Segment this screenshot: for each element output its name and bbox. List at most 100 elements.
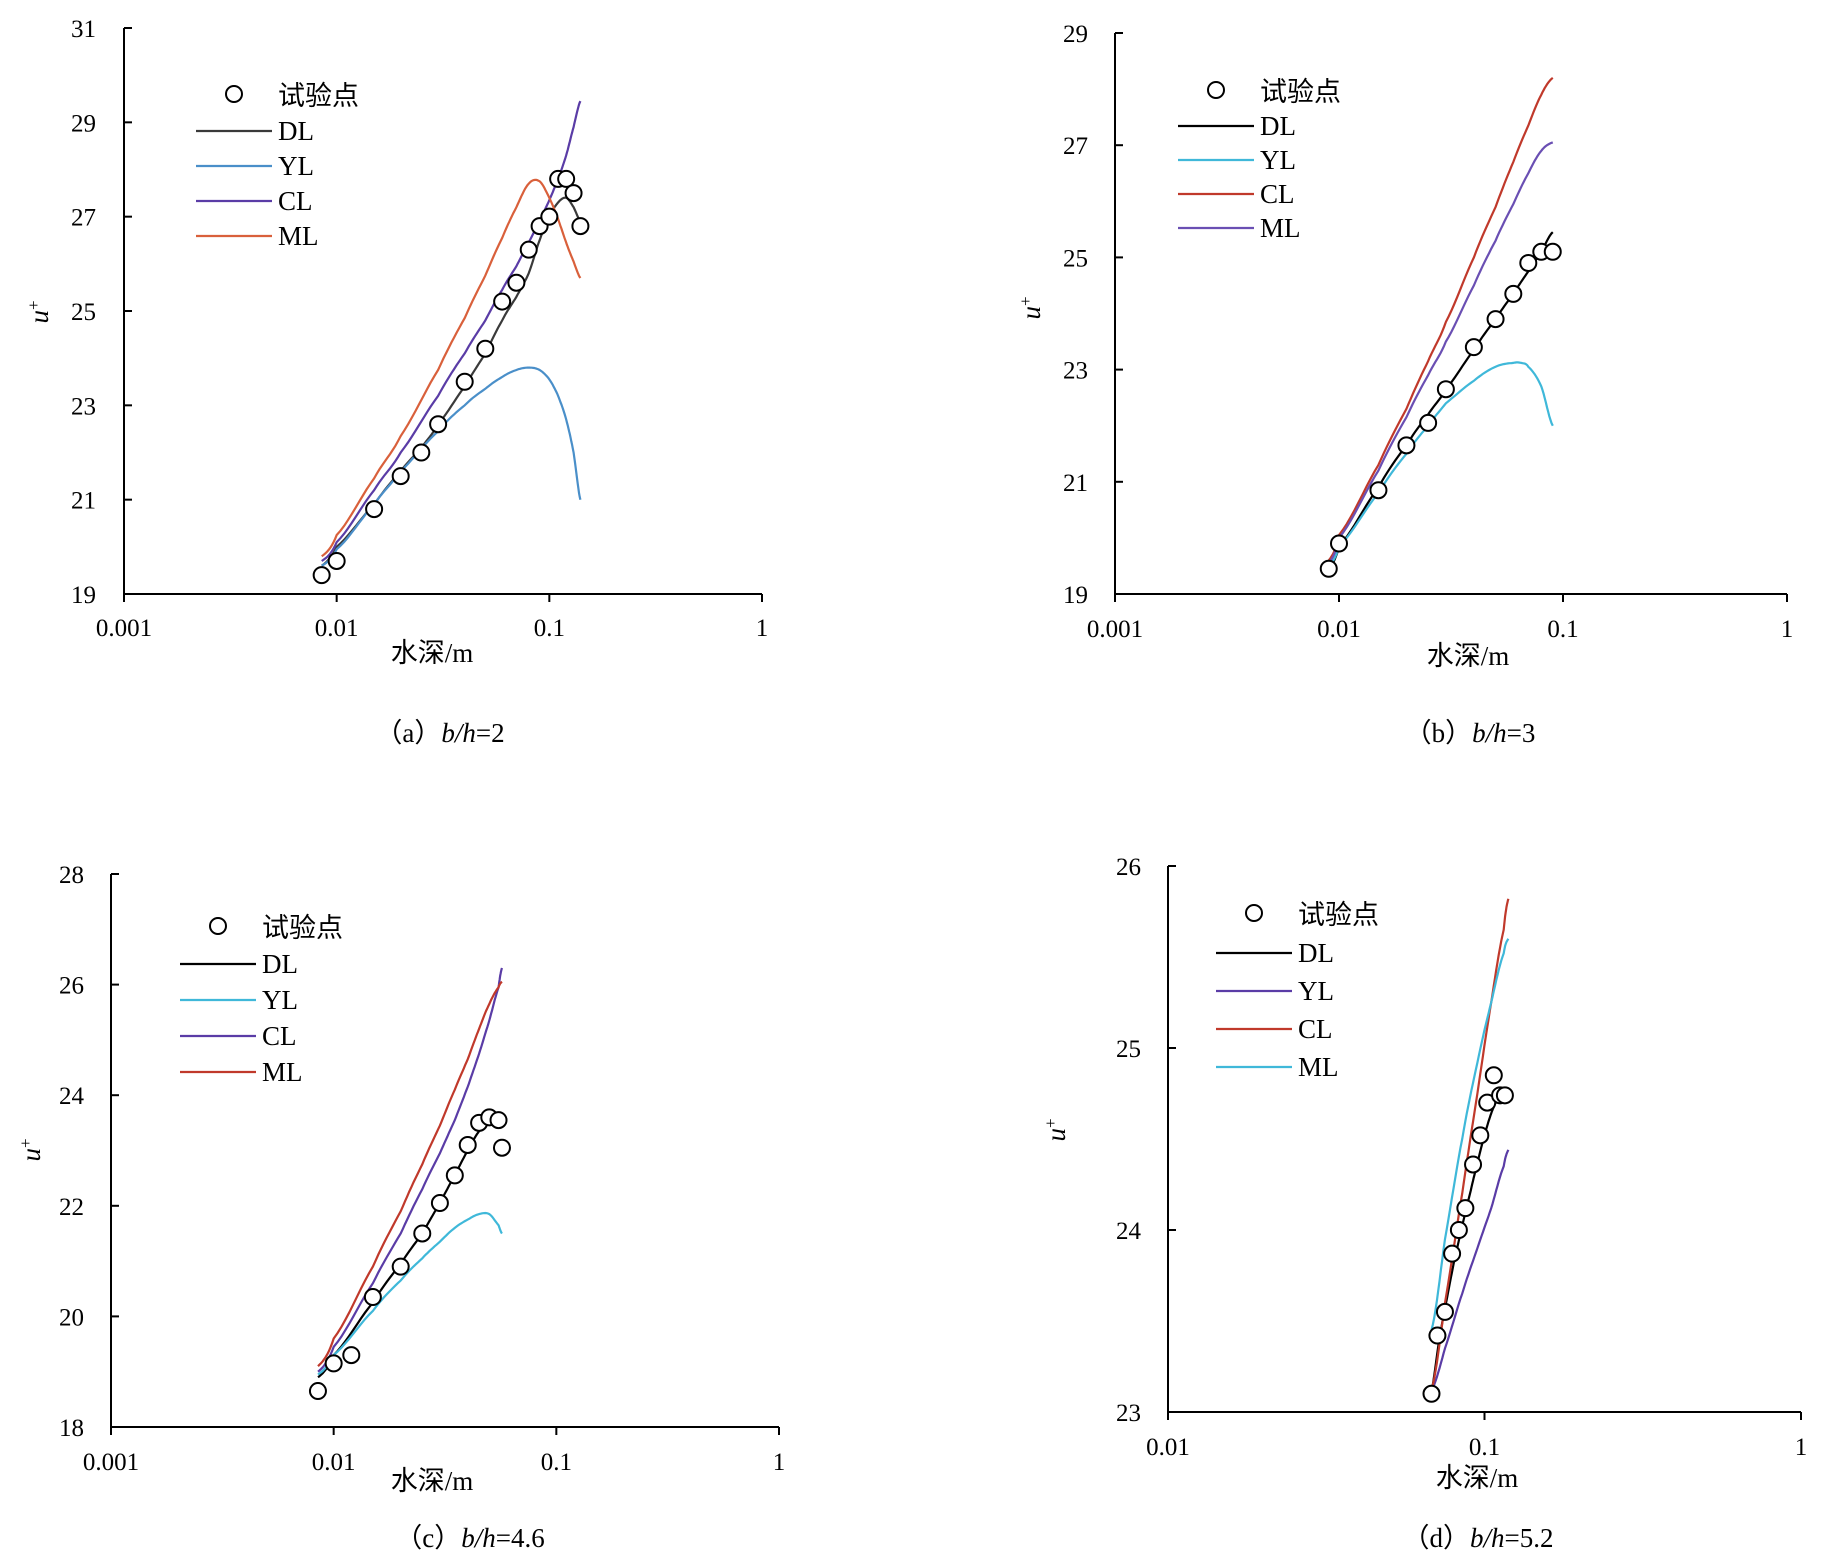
y-tick-label: 24 bbox=[1116, 1218, 1142, 1245]
series-line-dl bbox=[1327, 231, 1554, 570]
x-tick-label: 1 bbox=[1781, 616, 1794, 643]
y-tick-label: 19 bbox=[1063, 582, 1088, 609]
y-tick-label: 26 bbox=[59, 973, 84, 1000]
series-line-ml bbox=[1430, 938, 1510, 1331]
legend-c: 试验点 DL YL CL ML bbox=[180, 913, 343, 1087]
data-point bbox=[429, 415, 448, 434]
data-point bbox=[412, 443, 431, 462]
y-axis-title-var-b: u bbox=[1016, 306, 1046, 320]
data-point bbox=[1504, 284, 1523, 303]
data-point bbox=[308, 1382, 327, 1401]
y-tick-label: 23 bbox=[1116, 1400, 1141, 1427]
data-point bbox=[493, 292, 512, 311]
data-point bbox=[557, 169, 576, 188]
x-tick-label: 0.01 bbox=[1146, 1434, 1190, 1461]
legend-marker-circle bbox=[225, 85, 243, 103]
legend-label: CL bbox=[1298, 1014, 1333, 1044]
caption-b-eq: =3 bbox=[1507, 718, 1536, 748]
series-line-dl bbox=[1430, 1090, 1508, 1391]
y-tick-label: 21 bbox=[71, 488, 96, 515]
x-axis-title-b: 水深/m bbox=[1427, 641, 1510, 671]
data-point bbox=[391, 1257, 410, 1276]
legend-label: DL bbox=[278, 116, 314, 146]
y-axis-title-sup-a: + bbox=[24, 300, 43, 310]
x-tick-label: 0.001 bbox=[83, 1449, 139, 1476]
data-point bbox=[1419, 413, 1438, 432]
legend-b: 试验点 DL YL CL ML bbox=[1178, 77, 1341, 243]
series-line-ml bbox=[1327, 141, 1554, 564]
caption-c-prefix: （c） bbox=[395, 1523, 461, 1553]
x-tick-label: 0.1 bbox=[1469, 1434, 1500, 1461]
y-tick-label: 28 bbox=[59, 862, 84, 889]
legend-d: 试验点 DL YL CL ML bbox=[1216, 900, 1379, 1082]
caption-c-var: b/h bbox=[461, 1523, 496, 1553]
data-point bbox=[312, 566, 331, 585]
series-line-yl bbox=[321, 366, 582, 567]
y-tick-label: 26 bbox=[1116, 854, 1141, 881]
legend-label: DL bbox=[262, 949, 298, 979]
data-point bbox=[1484, 1066, 1503, 1085]
legend-label: YL bbox=[278, 151, 314, 181]
legend-label: CL bbox=[1260, 179, 1295, 209]
data-point bbox=[1319, 559, 1338, 578]
data-point bbox=[430, 1194, 449, 1213]
series-line-ml bbox=[321, 178, 582, 558]
data-point bbox=[1519, 254, 1538, 273]
x-tick-label: 1 bbox=[756, 615, 769, 642]
legend-marker-circle bbox=[1207, 81, 1225, 99]
data-point bbox=[564, 184, 583, 203]
caption-a-prefix: （a） bbox=[375, 718, 441, 748]
plot-area-a: 0.001 0.01 0.1 1 19 21 23 25 27 29 31 bbox=[71, 16, 768, 642]
x-tick-label: 0.01 bbox=[312, 1449, 356, 1476]
data-point bbox=[1464, 1155, 1483, 1174]
y-tick-label: 27 bbox=[1063, 133, 1088, 160]
y-tick-label: 24 bbox=[59, 1083, 85, 1110]
legend-label: ML bbox=[278, 221, 319, 251]
data-point bbox=[445, 1166, 464, 1185]
data-point bbox=[1443, 1244, 1462, 1263]
series-line-yl bbox=[317, 1211, 503, 1376]
y-axis-title-var-c: u bbox=[16, 1148, 46, 1162]
panel-d: 0.01 0.1 1 23 24 25 26 试验点 DL YL CL ML 水深/m u+ （d）… bbox=[1041, 854, 1808, 1553]
y-tick-label: 23 bbox=[1063, 358, 1088, 385]
caption-d: （d）b/h=5.2 bbox=[1403, 1523, 1554, 1553]
legend-marker-circle bbox=[209, 917, 227, 935]
data-point bbox=[1330, 534, 1348, 553]
caption-a: （a）b/h=2 bbox=[375, 718, 504, 748]
y-tick-label: 29 bbox=[71, 110, 96, 137]
legend-label: ML bbox=[1260, 213, 1301, 243]
plot-area-c: 0.001 0.01 0.1 1 18 20 22 24 26 28 bbox=[59, 862, 785, 1476]
data-point bbox=[363, 1288, 382, 1307]
caption-b-prefix: （b） bbox=[1405, 718, 1473, 748]
series-line-cl bbox=[1430, 898, 1510, 1391]
data-point bbox=[507, 273, 526, 292]
series-line-cl bbox=[317, 967, 504, 1373]
y-tick-label: 23 bbox=[71, 393, 96, 420]
data-point bbox=[413, 1224, 432, 1243]
y-axis-title-b: u+ bbox=[1016, 296, 1047, 319]
y-axis-title-c: u+ bbox=[16, 1138, 47, 1161]
y-tick-label: 21 bbox=[1063, 470, 1088, 497]
legend-label: 试验点 bbox=[1298, 900, 1379, 930]
x-axis-title-c: 水深/m bbox=[391, 1466, 474, 1496]
series-line-cl bbox=[321, 100, 582, 562]
series-line-cl bbox=[1327, 77, 1554, 561]
caption-b-var: b/h bbox=[1472, 718, 1507, 748]
x-tick-label: 0.001 bbox=[1087, 616, 1143, 643]
x-tick-label: 0.1 bbox=[1547, 616, 1578, 643]
data-point bbox=[1486, 310, 1505, 329]
series-line-dl bbox=[317, 1118, 499, 1379]
caption-a-eq: =2 bbox=[476, 718, 505, 748]
data-point bbox=[519, 240, 538, 259]
legend-label: DL bbox=[1298, 938, 1334, 968]
legend-label: 试验点 bbox=[262, 913, 343, 943]
data-point bbox=[1456, 1199, 1475, 1218]
y-axis-title-var-a: u bbox=[24, 310, 54, 324]
caption-d-eq: =5.2 bbox=[1505, 1523, 1554, 1553]
y-tick-label: 25 bbox=[1063, 245, 1088, 272]
data-point bbox=[1428, 1326, 1447, 1345]
y-axis-title-sup-b: + bbox=[1016, 296, 1035, 306]
legend-label: YL bbox=[262, 985, 298, 1015]
